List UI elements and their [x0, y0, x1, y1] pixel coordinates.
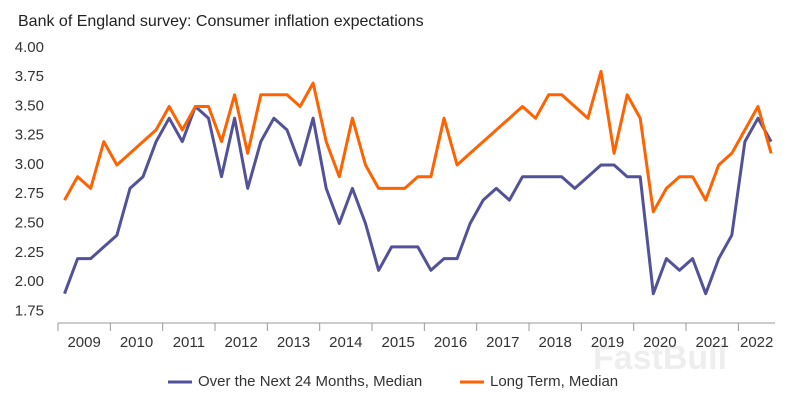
watermark: FastBull: [593, 339, 727, 377]
y-tick-label: 3.00: [15, 156, 44, 173]
y-tick-label: 3.75: [15, 68, 44, 85]
x-tick-label: 2013: [277, 334, 310, 351]
y-tick-label: 4.00: [15, 39, 44, 56]
x-tick-label: 2016: [434, 334, 467, 351]
y-tick-label: 3.25: [15, 127, 44, 144]
legend-label: Over the Next 24 Months, Median: [198, 373, 422, 390]
x-tick-label: 2015: [381, 334, 414, 351]
y-tick-label: 2.50: [15, 215, 44, 232]
x-tick-label: 2019: [591, 334, 624, 351]
y-tick-label: 2.25: [15, 244, 44, 261]
x-tick-label: 2014: [329, 334, 362, 351]
x-tick-label: 2021: [696, 334, 729, 351]
x-tick-label: 2017: [486, 334, 519, 351]
x-tick-label: 2009: [67, 334, 100, 351]
y-tick-label: 1.75: [15, 302, 44, 319]
x-tick-label: 2012: [224, 334, 257, 351]
y-tick-label: 3.50: [15, 97, 44, 114]
x-tick-label: 2022: [740, 334, 773, 351]
y-tick-label: 2.75: [15, 185, 44, 202]
x-tick-label: 2020: [643, 334, 676, 351]
chart-title: Bank of England survey: Consumer inflati…: [18, 13, 424, 30]
series-line: [63, 105, 773, 296]
legend-label: Long Term, Median: [490, 373, 618, 390]
x-tick-label: 2010: [120, 334, 153, 351]
x-tick-label: 2011: [173, 334, 205, 351]
y-tick-label: 2.00: [15, 273, 44, 290]
x-tick-label: 2018: [539, 334, 572, 351]
series-line: [63, 69, 773, 214]
